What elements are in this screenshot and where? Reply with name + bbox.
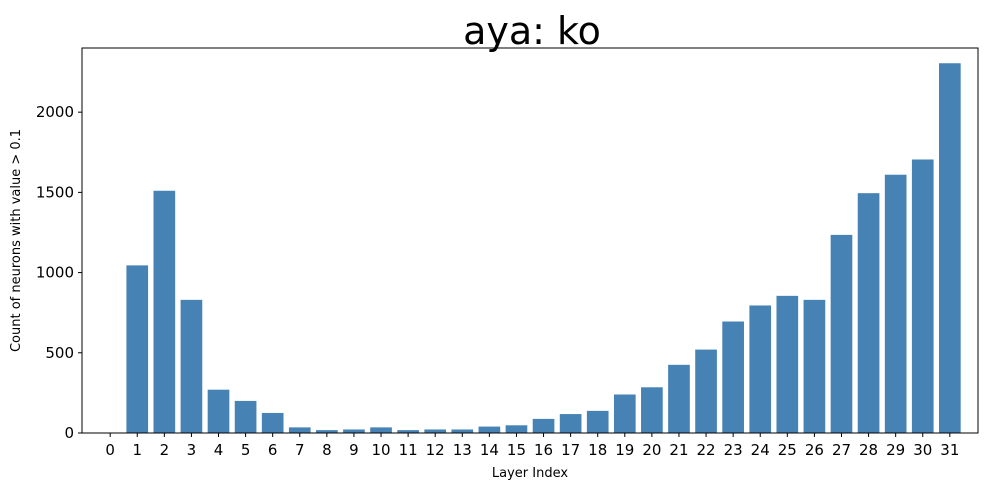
x-tick-label: 5 [241,441,251,459]
x-tick-label: 20 [642,441,661,459]
bar-layer-25 [776,295,799,433]
bar-layer-27 [830,234,853,433]
bar-layer-17 [559,414,582,433]
x-tick-label: 31 [940,441,959,459]
x-tick-label: 29 [886,441,905,459]
y-tick-label: 500 [45,344,74,362]
x-tick-label: 18 [588,441,607,459]
bar-layer-23 [722,321,744,433]
bar-layer-8 [316,430,338,433]
x-tick-label: 28 [859,441,878,459]
bar-layer-15 [505,425,528,433]
bar-layer-24 [749,305,772,433]
bar-layer-1 [126,265,149,433]
bar-layer-10 [370,427,392,433]
chart-title: aya: ko [463,9,601,53]
bar-layer-7 [288,427,311,433]
bar-layer-12 [424,429,447,433]
x-tick-label: 14 [480,441,499,459]
bar-layer-14 [478,426,501,433]
bar-layer-21 [668,364,690,433]
x-tick-label: 26 [805,441,824,459]
x-tick-label: 0 [105,441,115,459]
y-tick-label: 1500 [36,183,74,201]
bar-layer-2 [153,190,176,433]
x-tick-label: 16 [534,441,553,459]
bars-group [126,63,961,434]
x-axis: 0 1 2 3 4 5 6 7 8 9 10 11 12 13 14 15 16 17 18 19 20 21 22 23 24… [105,433,959,459]
y-axis-label: Count of neurons with value > 0.1 [9,129,24,352]
x-tick-label: 3 [187,441,197,459]
plot-frame [81,47,979,434]
x-axis-label: Layer Index [492,466,568,481]
bar-layer-6 [261,412,284,433]
x-tick-label: 4 [214,441,224,459]
x-tick-label: 8 [322,441,332,459]
x-tick-label: 30 [913,441,932,459]
bar-layer-29 [884,174,907,433]
x-tick-label: 12 [426,441,445,459]
bar-layer-3 [180,299,203,433]
x-tick-label: 13 [453,441,472,459]
x-tick-label: 7 [295,441,305,459]
y-tick-label: 1000 [36,264,74,282]
x-tick-label: 19 [615,441,634,459]
x-tick-label: 10 [371,441,390,459]
bar-layer-28 [857,193,880,433]
x-tick-label: 9 [349,441,359,459]
x-tick-label: 27 [832,441,851,459]
bar-layer-9 [343,429,365,433]
y-tick-label: 0 [64,424,74,442]
x-tick-label: 15 [507,441,526,459]
x-tick-label: 17 [561,441,580,459]
x-tick-label: 2 [160,441,170,459]
x-tick-label: 24 [751,441,770,459]
x-tick-label: 11 [399,441,418,459]
bar-layer-26 [803,299,826,433]
x-tick-label: 21 [669,441,688,459]
bar-layer-30 [911,159,934,434]
x-tick-label: 6 [268,441,278,459]
bar-layer-5 [234,400,257,433]
bar-layer-20 [641,387,663,433]
x-tick-label: 23 [724,441,743,459]
y-axis: 0 500 1000 1500 2000 [36,103,82,442]
bar-layer-13 [451,429,474,433]
bar-layer-31 [938,63,961,433]
x-tick-label: 1 [132,441,142,459]
bar-layer-19 [613,394,636,433]
x-tick-label: 25 [778,441,797,459]
bar-layer-22 [695,349,717,433]
bar-layer-16 [532,418,555,433]
bar-layer-11 [397,430,419,433]
y-tick-label: 2000 [36,103,74,121]
bar-layer-4 [207,389,230,433]
bar-layer-18 [586,410,609,433]
x-tick-label: 22 [697,441,716,459]
